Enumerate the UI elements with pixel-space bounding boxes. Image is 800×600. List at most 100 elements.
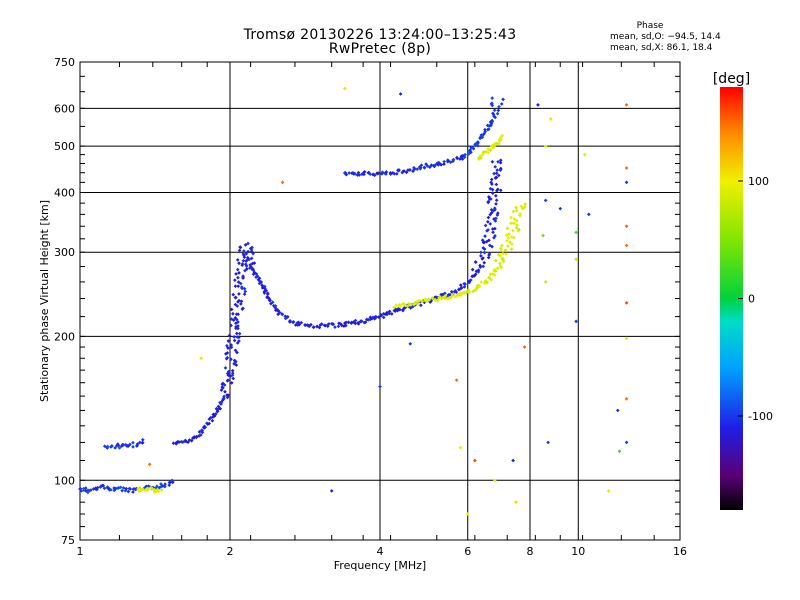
echo-point — [232, 335, 236, 339]
echo-point — [476, 268, 481, 272]
x-tick-label: 8 — [527, 545, 534, 558]
echo-point — [237, 292, 241, 296]
echo-point — [486, 199, 491, 204]
echo-point — [251, 251, 255, 256]
echo-point — [210, 418, 215, 423]
echo-point — [244, 251, 249, 256]
echo-point — [494, 175, 499, 180]
echo-point — [189, 438, 194, 443]
echo-point — [454, 378, 459, 382]
echo-point — [543, 144, 548, 149]
echo-point — [277, 310, 282, 315]
echo-point — [496, 173, 501, 178]
echo-point — [359, 319, 364, 323]
echo-point — [249, 256, 254, 261]
echo-point — [493, 164, 498, 169]
echo-point — [511, 458, 515, 463]
echo-point — [192, 435, 197, 439]
echo-point — [514, 205, 518, 210]
echo-point — [495, 168, 500, 172]
echo-point — [508, 240, 512, 244]
echo-point — [246, 249, 250, 254]
y-tick-label: 100 — [54, 474, 75, 487]
echo-point — [167, 483, 172, 487]
echo-point — [138, 440, 142, 445]
echo-point — [462, 290, 466, 294]
echo-point — [265, 291, 270, 296]
echo-point — [236, 324, 240, 328]
echo-point — [541, 233, 545, 238]
echo-point — [199, 356, 203, 361]
echo-point — [491, 146, 495, 150]
echo-point — [492, 171, 496, 176]
echo-point — [215, 409, 220, 414]
y-tick-label: 750 — [54, 56, 75, 69]
echo-point — [127, 486, 132, 491]
echo-point — [435, 299, 440, 303]
echo-point — [83, 486, 88, 490]
echo-point — [159, 488, 164, 492]
echo-point — [409, 302, 414, 307]
echo-point — [509, 247, 514, 251]
echo-point — [443, 293, 448, 298]
echo-point — [214, 412, 218, 416]
echo-point — [223, 389, 227, 394]
echo-point — [239, 299, 244, 304]
echo-point — [489, 207, 494, 212]
echo-point — [494, 171, 499, 176]
echo-point — [494, 202, 498, 206]
echo-point — [476, 143, 480, 148]
echo-point — [234, 331, 239, 336]
echo-point — [235, 267, 240, 272]
echo-point — [273, 304, 278, 308]
echo-point — [135, 442, 140, 446]
echo-point — [299, 320, 304, 325]
echo-point — [243, 289, 248, 294]
echo-point — [543, 280, 548, 284]
echo-point — [250, 261, 255, 266]
echo-point — [211, 415, 215, 419]
echo-point — [501, 259, 506, 264]
y-tick-label: 500 — [54, 140, 75, 153]
echo-point — [494, 216, 498, 221]
echo-point — [479, 156, 483, 160]
echo-point — [220, 382, 225, 386]
echo-point — [336, 324, 341, 329]
echo-point — [504, 233, 509, 238]
echo-point — [463, 152, 467, 157]
echo-point — [216, 404, 221, 409]
echo-point — [230, 368, 235, 373]
echo-point — [486, 219, 490, 224]
echo-point — [478, 263, 482, 268]
echo-point — [482, 260, 487, 265]
echo-point — [412, 167, 417, 171]
colorbar-tick-label: 100 — [748, 175, 769, 188]
echo-point — [505, 226, 510, 231]
echo-point — [347, 171, 351, 175]
echo-point — [470, 267, 475, 272]
echo-point — [498, 261, 502, 266]
phase-stats-o: mean, sd,O: −94.5, 14.4 — [610, 32, 721, 42]
echo-point — [229, 345, 234, 350]
echo-point — [233, 302, 238, 307]
echo-point — [397, 168, 401, 172]
x-tick-label: 6 — [464, 545, 471, 558]
echo-point — [291, 320, 295, 325]
echo-point — [492, 206, 497, 211]
echo-point — [624, 397, 629, 401]
echo-point — [465, 512, 470, 516]
echo-point — [509, 215, 513, 220]
echo-point — [163, 482, 167, 487]
echo-point — [232, 338, 237, 343]
echo-point — [439, 162, 443, 167]
x-axis-label: Frequency [MHz] — [334, 559, 426, 572]
echo-point — [356, 322, 361, 326]
echo-point — [280, 312, 284, 316]
echo-point — [402, 169, 406, 173]
echo-point — [101, 483, 106, 488]
echo-point — [488, 148, 493, 152]
echo-point — [376, 171, 381, 176]
echo-point — [458, 293, 463, 298]
echo-point — [234, 295, 238, 300]
echo-point — [449, 289, 454, 294]
